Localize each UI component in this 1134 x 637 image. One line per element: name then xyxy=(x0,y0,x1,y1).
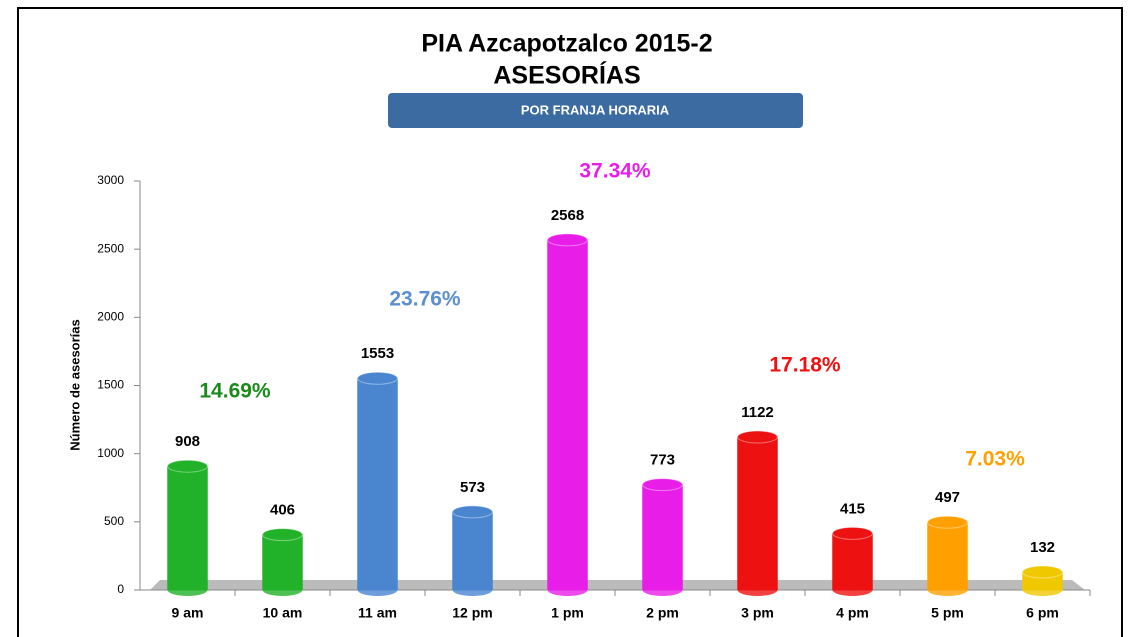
bar-top xyxy=(832,526,873,540)
bar xyxy=(547,239,588,591)
x-tick-label: 5 pm xyxy=(931,605,964,621)
bar xyxy=(927,521,968,591)
chart-subtitle: ASESORÍAS xyxy=(493,61,640,90)
annotation: 23.76% xyxy=(389,288,461,311)
bar-top xyxy=(927,515,968,529)
bar xyxy=(167,465,208,591)
x-tick-label: 6 pm xyxy=(1026,605,1059,621)
y-tick-label: 500 xyxy=(104,514,124,528)
bar-top xyxy=(1022,565,1063,579)
bar-bottom xyxy=(927,584,968,596)
bar-top xyxy=(547,233,588,247)
bar-top xyxy=(642,478,683,492)
bar-top xyxy=(167,459,208,473)
x-tick-label: 2 pm xyxy=(646,605,679,621)
bar xyxy=(452,511,493,591)
value-label: 415 xyxy=(840,500,865,517)
frame xyxy=(17,7,1123,637)
y-tick-label: 1000 xyxy=(97,446,124,460)
bar xyxy=(357,377,398,591)
y-tick-label: 0 xyxy=(117,582,124,596)
bar-top xyxy=(452,505,493,519)
value-label: 2568 xyxy=(551,207,584,224)
value-label: 773 xyxy=(650,452,675,469)
banner-box xyxy=(388,93,803,128)
value-label: 573 xyxy=(460,479,485,496)
x-tick-label: 9 am xyxy=(172,605,204,621)
annotation: 17.18% xyxy=(769,354,841,377)
y-axis-label: Número de asesorías xyxy=(67,319,82,451)
bar-top xyxy=(357,371,398,385)
chart-title: PIA Azcapotzalco 2015-2 xyxy=(421,30,712,58)
value-label: 132 xyxy=(1030,539,1055,556)
annotation: 37.34% xyxy=(579,160,651,183)
bar-top xyxy=(262,528,303,542)
bar-bottom xyxy=(262,584,303,596)
bar xyxy=(642,484,683,591)
bar-bottom xyxy=(357,584,398,596)
x-tick-label: 1 pm xyxy=(551,605,584,621)
bar-bottom xyxy=(1022,584,1063,596)
x-tick-label: 3 pm xyxy=(741,605,774,621)
bar-bottom xyxy=(832,584,873,596)
bar-bottom xyxy=(737,584,778,596)
bar xyxy=(832,532,873,591)
bar-bottom xyxy=(452,584,493,596)
bar-top xyxy=(737,430,778,444)
bar xyxy=(262,534,303,591)
value-label: 908 xyxy=(175,433,200,450)
bar-bottom xyxy=(642,584,683,596)
x-tick-label: 11 am xyxy=(358,605,397,621)
x-tick-label: 12 pm xyxy=(452,605,492,621)
bar-bottom xyxy=(167,584,208,596)
bar xyxy=(737,436,778,591)
value-label: 497 xyxy=(935,489,960,506)
value-label: 406 xyxy=(270,502,295,519)
value-label: 1553 xyxy=(361,345,394,362)
y-tick-label: 1500 xyxy=(97,378,124,392)
x-tick-label: 4 pm xyxy=(836,605,869,621)
y-tick-label: 2500 xyxy=(97,241,124,255)
annotation: 14.69% xyxy=(199,380,271,403)
y-tick-label: 3000 xyxy=(97,173,124,187)
banner: POR FRANJA HORARIA xyxy=(521,102,670,117)
value-label: 1122 xyxy=(741,404,774,421)
x-tick-label: 10 am xyxy=(263,605,303,621)
bar-bottom xyxy=(547,584,588,596)
annotation: 7.03% xyxy=(965,448,1025,471)
y-tick-label: 2000 xyxy=(97,310,124,324)
